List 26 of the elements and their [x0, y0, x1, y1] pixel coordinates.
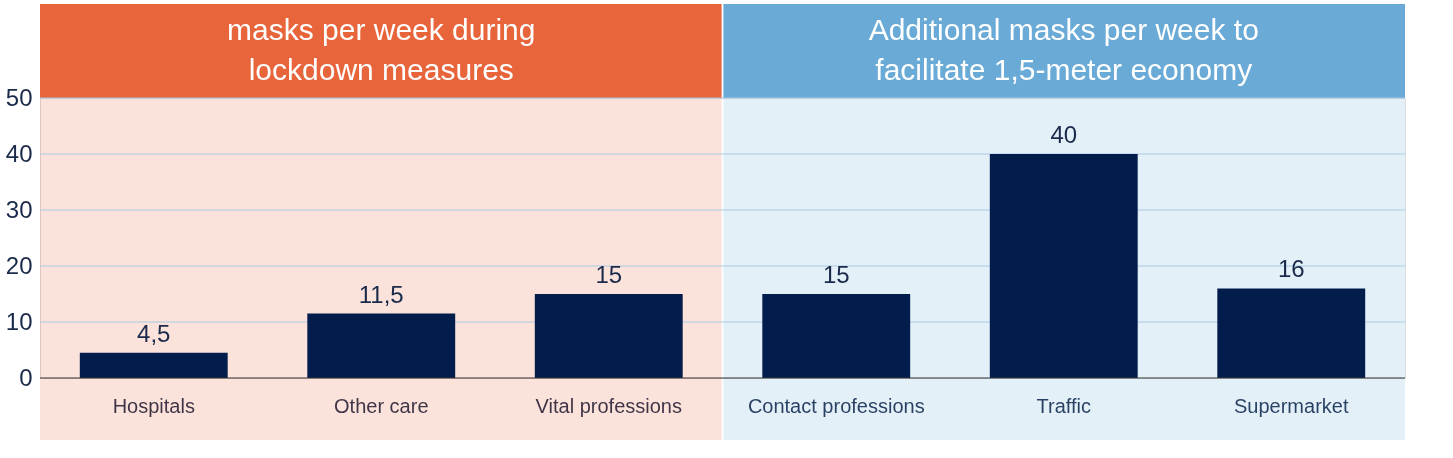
- data-label: 15: [595, 261, 623, 288]
- bar: [534, 294, 683, 378]
- y-tick-label: 20: [5, 251, 33, 279]
- x-tick-label: Traffic: [1036, 394, 1091, 417]
- bar: [762, 294, 911, 378]
- data-label: 40: [1050, 121, 1078, 148]
- y-tick-label: 40: [5, 139, 33, 167]
- data-label: 11,5: [358, 280, 404, 308]
- bar: [307, 313, 456, 378]
- bar: [1217, 288, 1366, 378]
- x-tick-label: Vital professions: [535, 394, 682, 417]
- data-label: 16: [1277, 255, 1305, 283]
- band-label: masks per week during lockdown measures: [227, 13, 536, 86]
- y-tick-label: 50: [5, 83, 33, 111]
- data-label: 4,5: [137, 319, 171, 347]
- bar: [79, 352, 228, 378]
- x-tick-label: Hospitals: [112, 394, 195, 417]
- y-tick-label: 10: [5, 307, 33, 335]
- y-tick-label: 30: [5, 195, 33, 223]
- x-tick-label: Other care: [334, 394, 429, 417]
- data-label: 15: [822, 261, 850, 288]
- y-tick-label: 0: [19, 363, 33, 391]
- x-tick-label: Contact professions: [747, 394, 925, 417]
- bar: [989, 154, 1138, 378]
- band-label: Additional masks per week to facilitate 1,5-meter economy: [868, 13, 1259, 86]
- x-tick-label: Supermarket: [1234, 394, 1349, 417]
